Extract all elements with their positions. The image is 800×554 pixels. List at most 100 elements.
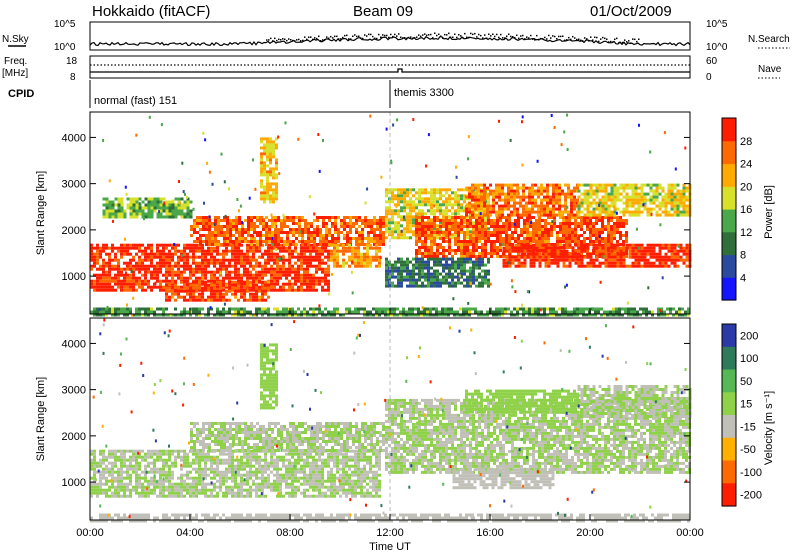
scatter-cell	[514, 240, 517, 243]
scatter-cell	[430, 200, 433, 204]
scatter-cell	[592, 261, 596, 265]
scatter-cell	[263, 191, 266, 195]
scatter-cell	[237, 307, 240, 311]
scatter-cell	[237, 273, 240, 277]
scatter-cell	[502, 240, 505, 243]
scatter-cell	[430, 272, 433, 276]
scatter-cell	[274, 240, 277, 243]
scatter-cell	[111, 313, 114, 317]
scatter-cell	[225, 310, 228, 314]
scatter-cell	[607, 219, 610, 222]
scatter-cell	[595, 204, 599, 208]
scatter-cell	[322, 243, 325, 246]
scatter-cell	[288, 264, 291, 268]
scatter-cell	[204, 261, 207, 265]
scatter-cell	[522, 186, 525, 190]
scatter-cell	[126, 243, 129, 247]
scatter-cell	[328, 234, 331, 237]
scatter-cell	[237, 246, 240, 250]
scatter-cell	[607, 222, 610, 225]
scatter-cell	[487, 197, 490, 201]
scatter-cell	[613, 225, 616, 228]
nsearch-point	[334, 35, 336, 38]
scatter-cell	[270, 313, 273, 317]
scatter-cell	[607, 255, 611, 259]
scatter-cell	[318, 249, 321, 253]
scatter-cell	[574, 255, 578, 259]
scatter-cell	[619, 222, 622, 225]
scatter-cell	[685, 189, 689, 193]
scatter-cell	[297, 276, 300, 280]
scatter-cell	[454, 197, 457, 201]
scatter-cell	[99, 249, 102, 253]
nsearch-point	[616, 37, 618, 40]
scatter-cell	[174, 298, 177, 302]
scatter-cell	[610, 231, 613, 234]
scatter-cell	[676, 204, 680, 208]
scatter-cell	[471, 183, 474, 187]
scatter-cell	[260, 182, 263, 186]
scatter-cell	[246, 246, 249, 250]
scatter-cell	[240, 307, 243, 311]
scatter-cell	[213, 286, 216, 290]
scatter-cell	[577, 240, 580, 243]
scatter-cell	[613, 243, 617, 247]
scatter-cell	[252, 280, 255, 284]
scatter-cell	[229, 243, 232, 246]
scatter-cell	[280, 240, 283, 243]
scatter-cell	[180, 206, 184, 210]
scatter-cell	[454, 281, 457, 285]
scatter-cell	[285, 288, 288, 292]
scatter-cell	[364, 243, 367, 246]
scatter-cell	[595, 219, 598, 222]
scatter-cell	[510, 213, 513, 217]
scatter-cell	[558, 195, 561, 199]
scatter-cell	[354, 255, 357, 259]
scatter-cell	[531, 204, 534, 208]
scatter-cell	[565, 246, 568, 249]
scatter-cell	[258, 249, 261, 253]
scatter-cell	[214, 237, 217, 240]
scatter-cell	[601, 201, 605, 205]
scatter-cell	[613, 246, 617, 250]
nsearch-point	[376, 37, 378, 40]
scatter-cell	[195, 298, 198, 302]
scatter-cell	[193, 219, 196, 222]
scatter-cell	[457, 203, 460, 207]
scatter-cell	[448, 209, 451, 213]
scatter-cell	[469, 230, 472, 234]
scatter-cell	[309, 279, 312, 283]
scatter-cell	[580, 243, 584, 247]
scatter-cell	[391, 191, 394, 195]
scatter-cell	[547, 255, 551, 259]
scatter-cell	[102, 215, 106, 219]
scatter-cell	[327, 288, 330, 292]
scatter-cell	[272, 194, 275, 198]
scatter-cell	[228, 298, 231, 302]
scatter-cell	[120, 285, 123, 289]
scatter-cell	[559, 222, 562, 225]
scatter-cell	[189, 270, 192, 274]
scatter-cell	[589, 261, 593, 265]
scatter-cell	[141, 264, 144, 268]
scatter-cell	[276, 246, 279, 250]
scatter-cell	[634, 198, 638, 202]
scatter-cell	[249, 283, 252, 287]
scatter-cell	[132, 215, 136, 219]
scatter-cell	[480, 192, 483, 196]
scatter-cell	[604, 249, 607, 252]
scatter-cell	[498, 210, 501, 214]
scatter-cell	[622, 219, 625, 222]
scatter-cell	[586, 183, 590, 187]
scatter-cell	[327, 258, 330, 262]
scatter-cell	[655, 189, 659, 193]
scatter-cell	[490, 231, 493, 234]
scatter-cell	[373, 234, 376, 237]
scatter-cell	[263, 170, 266, 174]
scatter-cell	[421, 246, 424, 249]
scatter-cell	[592, 249, 596, 253]
scatter-cell	[457, 197, 460, 201]
scatter-cell	[102, 261, 105, 265]
scatter-cell	[174, 243, 177, 247]
scatter-cell	[117, 246, 120, 250]
